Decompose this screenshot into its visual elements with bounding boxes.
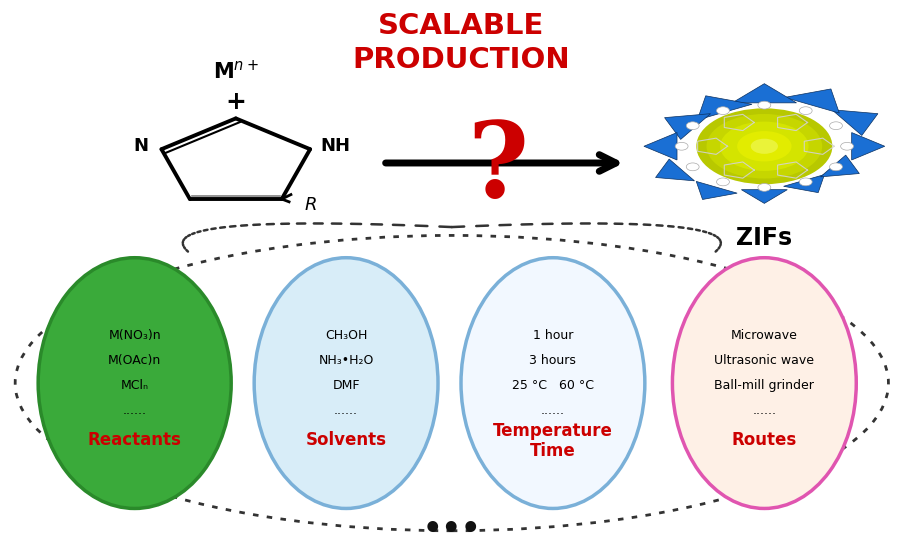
Circle shape xyxy=(686,163,699,171)
Circle shape xyxy=(675,142,688,150)
Circle shape xyxy=(716,107,729,115)
Circle shape xyxy=(758,184,771,192)
Polygon shape xyxy=(741,190,787,203)
Circle shape xyxy=(716,178,729,186)
Text: NH: NH xyxy=(321,137,351,156)
Text: Microwave: Microwave xyxy=(731,329,798,342)
Polygon shape xyxy=(832,110,878,136)
Polygon shape xyxy=(852,133,885,160)
Text: ZIFs: ZIFs xyxy=(737,226,792,250)
Text: M(OAc)n: M(OAc)n xyxy=(108,354,161,367)
Ellipse shape xyxy=(720,122,809,171)
Text: Time: Time xyxy=(530,442,576,460)
Polygon shape xyxy=(785,89,839,113)
Ellipse shape xyxy=(461,258,644,508)
Circle shape xyxy=(830,163,843,171)
Text: 1 hour: 1 hour xyxy=(533,329,573,342)
Text: PRODUCTION: PRODUCTION xyxy=(352,46,570,74)
Text: DMF: DMF xyxy=(332,379,360,392)
Text: Reactants: Reactants xyxy=(88,431,182,449)
Polygon shape xyxy=(821,155,859,177)
Text: ......: ...... xyxy=(334,404,358,417)
Text: MClₙ: MClₙ xyxy=(121,379,148,392)
Text: $\mathbf{M}^{n+}$: $\mathbf{M}^{n+}$ xyxy=(213,59,259,83)
Text: CH₃OH: CH₃OH xyxy=(325,329,367,342)
Text: ......: ...... xyxy=(541,404,565,417)
Polygon shape xyxy=(656,159,694,181)
Text: Temperature: Temperature xyxy=(493,422,613,440)
Polygon shape xyxy=(644,133,677,160)
Text: M(NO₃)n: M(NO₃)n xyxy=(109,329,161,342)
Ellipse shape xyxy=(706,114,822,179)
Text: 3 hours: 3 hours xyxy=(529,354,576,367)
Polygon shape xyxy=(697,96,752,120)
Polygon shape xyxy=(696,181,737,199)
Text: ......: ...... xyxy=(123,404,147,417)
Text: 25 °C   60 °C: 25 °C 60 °C xyxy=(512,379,594,392)
Text: Ball-mill grinder: Ball-mill grinder xyxy=(715,379,814,392)
Text: Ultrasonic wave: Ultrasonic wave xyxy=(715,354,814,367)
Text: ......: ...... xyxy=(752,404,776,417)
Circle shape xyxy=(841,142,854,150)
Text: +: + xyxy=(225,90,246,114)
Polygon shape xyxy=(784,175,824,193)
Circle shape xyxy=(799,178,812,186)
Text: NH₃•H₂O: NH₃•H₂O xyxy=(318,354,373,367)
Text: N: N xyxy=(134,137,148,156)
Ellipse shape xyxy=(737,131,792,161)
Text: Solvents: Solvents xyxy=(305,431,386,449)
Circle shape xyxy=(799,107,812,115)
Ellipse shape xyxy=(751,139,778,154)
Ellipse shape xyxy=(696,108,833,184)
Text: R: R xyxy=(305,195,317,213)
Text: ?: ? xyxy=(467,118,528,220)
Text: Routes: Routes xyxy=(732,431,797,449)
Ellipse shape xyxy=(38,258,231,508)
Text: SCALABLE: SCALABLE xyxy=(378,12,544,40)
Circle shape xyxy=(830,122,843,129)
Ellipse shape xyxy=(254,258,438,508)
Polygon shape xyxy=(732,83,797,103)
Circle shape xyxy=(686,122,699,129)
Polygon shape xyxy=(665,114,711,139)
Text: •••: ••• xyxy=(422,515,481,544)
Circle shape xyxy=(758,101,771,109)
Ellipse shape xyxy=(672,258,857,508)
